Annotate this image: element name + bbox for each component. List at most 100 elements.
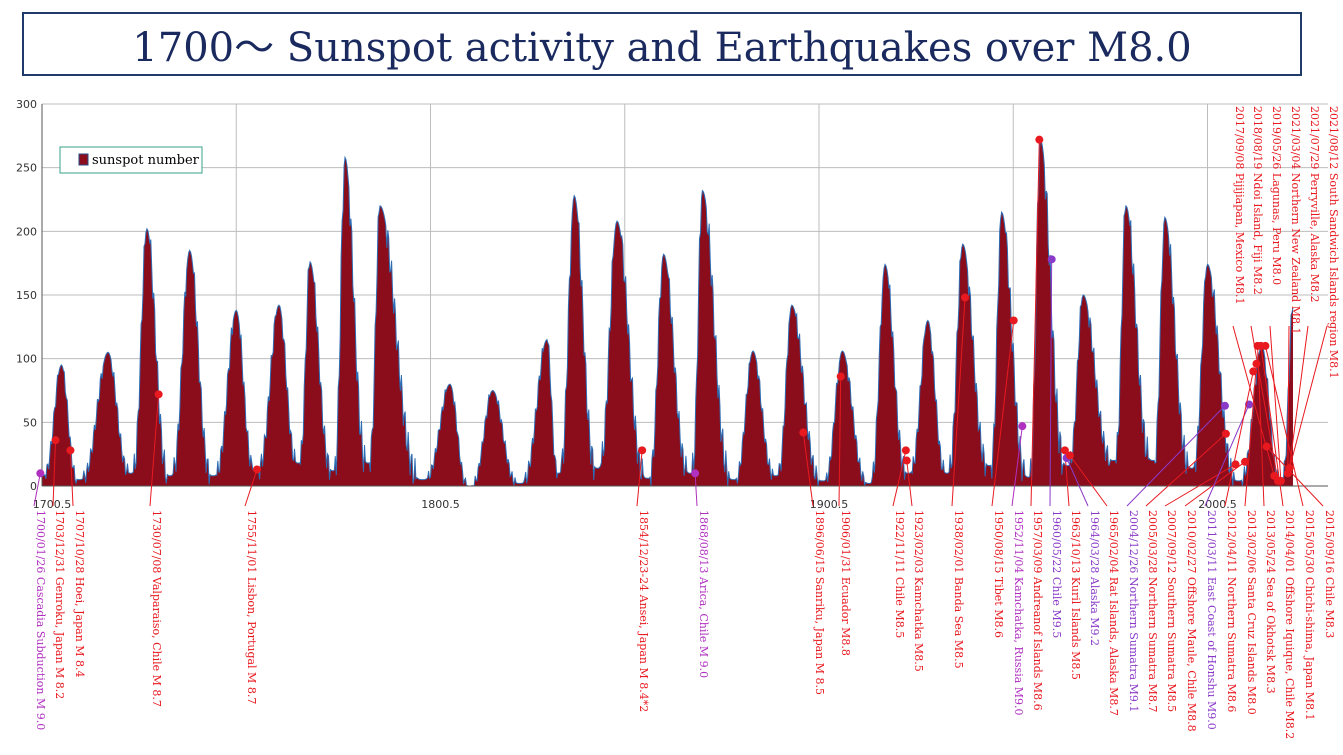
earthquake-leader-line xyxy=(1011,426,1023,507)
earthquake-label: 2010/02/27 Offshore Maule, Chile M8.8 xyxy=(1185,510,1198,732)
x-tick-label: 2000.5 xyxy=(1198,498,1237,511)
earthquake-dot xyxy=(638,446,647,455)
earthquake-leader-line xyxy=(1049,259,1053,507)
earthquake-leader-line xyxy=(52,440,57,507)
y-tick-label: 300 xyxy=(16,98,37,111)
earthquake-label: 2013/02/06 Santa Cruz Islands M8.0 xyxy=(1245,510,1258,715)
chart-title: 1700～ Sunspot activity and Earthquakes o… xyxy=(22,12,1302,76)
earthquake-marker: 1707/10/28 Hoei, Japan M 8.4 xyxy=(66,446,86,678)
earthquake-marker: 1923/02/03 Kamchatka M8.5 xyxy=(902,456,925,672)
earthquake-dot xyxy=(901,446,910,455)
earthquake-dot xyxy=(1018,422,1027,431)
earthquake-label: 1730/07/08 Valparaiso, Chile M 8.7 xyxy=(150,510,163,707)
y-tick-label: 50 xyxy=(23,416,37,429)
earthquake-leader-line xyxy=(838,376,842,507)
legend-label: sunspot number xyxy=(92,153,200,168)
earthquake-leader-line xyxy=(1289,325,1328,469)
earthquake-marker: 1755/11/01 Lisbon, Portugal M 8.7 xyxy=(244,465,261,704)
earthquake-label: 1965/02/04 Rat Islands, Alaska M8.7 xyxy=(1107,510,1120,716)
earthquake-leader-line xyxy=(1164,463,1236,507)
earthquake-marker: 1964/03/28 Alaska M9.2 xyxy=(1062,453,1101,646)
earthquake-label: 2004/12/26 Northern Sumatra M9.1 xyxy=(1127,510,1140,712)
earthquake-dot xyxy=(1276,476,1285,485)
sunspot-line xyxy=(42,138,1294,487)
earthquake-label: 1906/01/31 Ecuador M8.8 xyxy=(839,510,852,656)
earthquake-label: 2019/05/26 Lagunas, Peru M8.0 xyxy=(1270,106,1283,285)
earthquake-label: 2017/09/08 Pijijiapan, Mexico M8.1 xyxy=(1233,106,1246,304)
earthquake-label: 1707/10/28 Hoei, Japan M 8.4 xyxy=(73,510,86,678)
earthquake-dot xyxy=(836,372,845,381)
earthquake-marker: 2021/03/04 Northern New Zealand M8.1 xyxy=(1283,106,1302,478)
earthquake-marker: 2021/08/12 South Sandwich Islands region… xyxy=(1285,106,1340,473)
earthquake-label: 2018/08/19 Ndoi Island, Fiji M8.2 xyxy=(1251,106,1264,295)
earthquake-dot xyxy=(66,446,75,455)
earthquake-leader-line xyxy=(991,320,1015,507)
earthquake-marker: 1906/01/31 Ecuador M8.8 xyxy=(836,372,852,656)
earthquake-label: 1963/10/13 Kuril Islands M8.5 xyxy=(1069,510,1082,680)
earthquake-marker: 2007/09/12 Southern Sumatra M8.5 xyxy=(1164,460,1240,712)
earthquake-label: 2021/08/12 South Sandwich Islands region… xyxy=(1327,106,1340,379)
earthquake-marker: 1700/01/26 Cascadia Subduction M 9.0 xyxy=(33,469,47,730)
earthquake-leader-line xyxy=(1264,345,1304,507)
sunspot-area xyxy=(42,138,1294,487)
earthquake-dot xyxy=(961,293,970,302)
earthquake-dot xyxy=(36,469,45,478)
earthquake-leader-line xyxy=(1250,325,1279,481)
earthquake-leader-line xyxy=(694,473,698,507)
earthquake-dot xyxy=(1065,451,1074,460)
earthquake-leader-line xyxy=(1266,446,1324,507)
earthquake-label: 1950/08/15 Tibet M8.6 xyxy=(992,510,1005,638)
earthquake-leader-line xyxy=(802,432,814,507)
earthquake-marker: 2011/03/11 East Coast of Honshu M9.0 xyxy=(1204,400,1254,730)
earthquake-label: 1703/12/31 Genroku, Japan M 8.2 xyxy=(53,510,66,699)
earthquake-label: 1964/03/28 Alaska M9.2 xyxy=(1088,510,1101,646)
earthquake-markers: 1700/01/26 Cascadia Subduction M 9.0 1703… xyxy=(33,106,1340,739)
earthquake-label: 1700/01/26 Cascadia Subduction M 9.0 xyxy=(34,510,47,730)
earthquake-marker: 1960/05/22 Chile M9.5 xyxy=(1047,255,1063,638)
earthquake-label: 1952/11/04 Kamchatka, Russia M9.0 xyxy=(1012,510,1025,716)
earthquake-marker: 1952/11/04 Kamchatka, Russia M9.0 xyxy=(1011,422,1027,716)
y-tick-label: 200 xyxy=(16,225,37,238)
earthquake-dot xyxy=(1285,464,1294,473)
earthquake-leader-line xyxy=(1287,325,1290,474)
x-tick-label: 1800.5 xyxy=(421,498,460,511)
earthquake-label: 1896/06/15 Sanriku, Japan M 8.5 xyxy=(813,510,826,695)
earthquake-label: 1960/05/22 Chile M9.5 xyxy=(1050,510,1063,638)
earthquake-dot xyxy=(154,390,163,399)
earthquake-dot xyxy=(1252,359,1261,368)
earthquake-leader-line xyxy=(636,450,643,507)
legend: sunspot number xyxy=(59,146,203,174)
earthquake-marker: 1938/02/01 Banda Sea M8.5 xyxy=(951,293,970,669)
earthquake-marker: 2004/12/26 Northern Sumatra M9.1 xyxy=(1126,401,1229,712)
earthquake-dot xyxy=(799,428,808,437)
earthquake-marker: 1896/06/15 Sanriku, Japan M 8.5 xyxy=(799,428,826,695)
earthquake-leader-line xyxy=(1288,325,1309,469)
earthquake-label: 1957/03/09 Andreanof Islands M8.6 xyxy=(1031,510,1044,711)
grid-lines xyxy=(41,103,1328,487)
earthquake-dot xyxy=(1261,341,1270,350)
earthquake-dot xyxy=(691,469,700,478)
earthquake-leader-line xyxy=(1030,139,1040,507)
earthquake-dot xyxy=(1241,457,1250,466)
earthquake-leader-line xyxy=(1069,455,1108,507)
earthquake-dot xyxy=(1220,401,1229,410)
earthquake-leader-line xyxy=(244,469,258,507)
earthquake-marker: 1730/07/08 Valparaiso, Chile M 8.7 xyxy=(149,390,163,707)
earthquake-dot xyxy=(902,456,911,465)
earthquake-marker: 2015/05/30 Chichi-shima, Japan M8.1 xyxy=(1261,341,1316,721)
y-tick-label: 150 xyxy=(16,289,37,302)
earthquake-label: 2011/03/11 East Coast of Honshu M9.0 xyxy=(1205,510,1218,730)
earthquake-marker: 1703/12/31 Genroku, Japan M 8.2 xyxy=(51,436,66,699)
earthquake-leader-line xyxy=(1145,433,1227,507)
earthquake-dot xyxy=(1009,316,1018,325)
earthquake-leader-line xyxy=(1244,363,1257,507)
x-tick-label: 1700.5 xyxy=(33,498,72,511)
earthquake-label: 1854/12/23-24 Ansei, Japan M 8.4*2 xyxy=(637,510,650,712)
earthquake-label: 2007/09/12 Southern Sumatra M8.5 xyxy=(1165,510,1178,712)
earthquake-marker: 1922/11/11 Chile M8.5 xyxy=(892,446,910,638)
earthquake-label: 2005/03/28 Northern Sumatra M8.7 xyxy=(1146,510,1159,712)
earthquake-leader-line xyxy=(1232,325,1275,476)
earthquake-marker: 1965/02/04 Rat Islands, Alaska M8.7 xyxy=(1065,451,1120,716)
earthquake-label: 1938/02/01 Banda Sea M8.5 xyxy=(952,510,965,669)
